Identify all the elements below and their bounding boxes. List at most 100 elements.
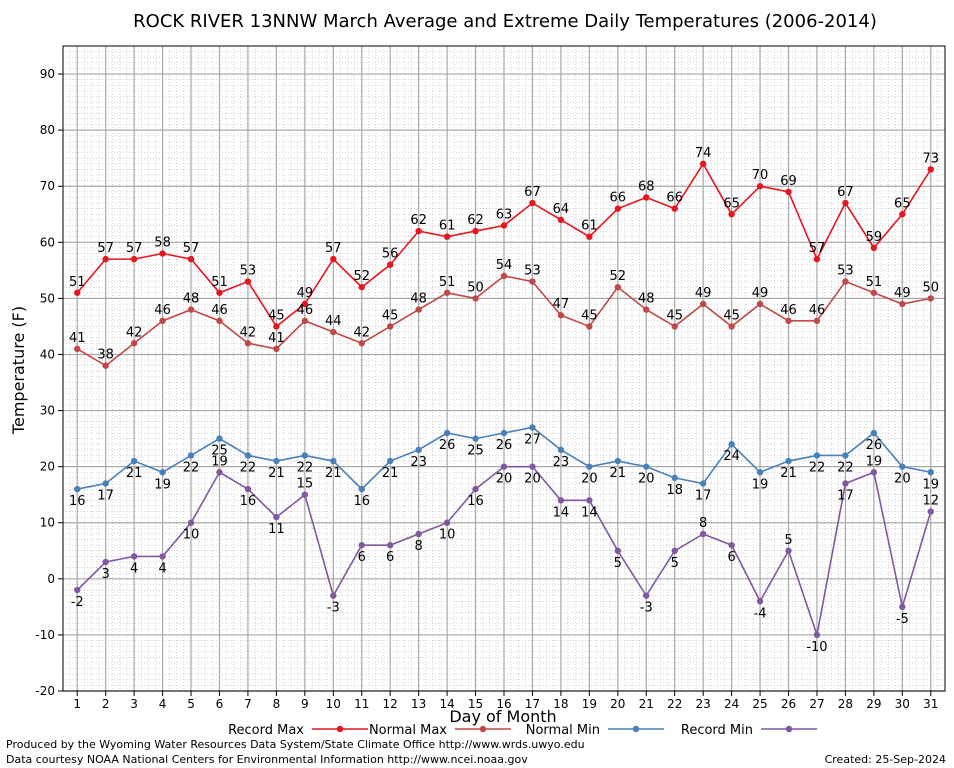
record-max-point bbox=[330, 255, 337, 263]
normal-max-data-label: 45 bbox=[723, 308, 740, 323]
record-min-point bbox=[301, 491, 309, 498]
record-max-data-label: 61 bbox=[581, 219, 598, 234]
record-max-point bbox=[870, 244, 878, 252]
record-min-point bbox=[927, 508, 934, 515]
record-max-data-label: 57 bbox=[809, 241, 826, 256]
legend-marker bbox=[479, 725, 487, 733]
normal-max-point bbox=[358, 340, 365, 347]
record-min-data-label: 17 bbox=[837, 488, 854, 503]
normal-min-data-label: 23 bbox=[553, 455, 570, 470]
normal-max-point bbox=[842, 278, 849, 285]
legend-label: Record Max bbox=[228, 723, 304, 738]
record-max-point bbox=[415, 227, 422, 235]
record-max-data-label: 51 bbox=[211, 275, 228, 290]
normal-max-point bbox=[643, 306, 650, 313]
record-min-point bbox=[244, 485, 252, 493]
normal-max-data-label: 42 bbox=[240, 325, 257, 340]
x-tick-label: 13 bbox=[411, 697, 426, 711]
x-tick-label: 17 bbox=[525, 697, 540, 711]
normal-max-data-label: 50 bbox=[923, 280, 940, 295]
normal-min-point bbox=[586, 463, 593, 470]
record-max-data-label: 70 bbox=[752, 168, 769, 183]
record-min-data-label: 16 bbox=[240, 494, 257, 509]
normal-max-data-label: 46 bbox=[809, 303, 826, 318]
record-max-data-label: 56 bbox=[382, 247, 399, 262]
normal-max-point bbox=[102, 362, 109, 369]
normal-max-data-label: 42 bbox=[126, 325, 143, 340]
legend-item-normal-max: Normal Max bbox=[369, 723, 511, 738]
normal-max-point bbox=[500, 272, 508, 280]
normal-min-data-label: 21 bbox=[780, 466, 797, 481]
normal-max-point bbox=[699, 300, 707, 308]
record-min-point bbox=[586, 497, 593, 504]
record-min-point bbox=[216, 469, 223, 476]
record-max-data-label: 66 bbox=[610, 191, 627, 206]
plot-area bbox=[62, 45, 946, 692]
record-max-point bbox=[785, 188, 792, 196]
legend-marker bbox=[632, 725, 640, 733]
normal-min-point bbox=[130, 457, 138, 465]
record-max-series: 51 57 57 58 57 51 53 45 49 57 52 56 62 61 62 63 67 64 61 66… bbox=[69, 146, 939, 330]
record-min-point bbox=[756, 598, 764, 605]
record-min-point bbox=[386, 541, 394, 549]
record-max-point bbox=[301, 300, 309, 308]
legend-marker bbox=[336, 725, 344, 733]
record-max-point bbox=[130, 255, 138, 263]
legend-label: Normal Min bbox=[526, 723, 600, 738]
record-min-data-label: -10 bbox=[806, 640, 827, 655]
normal-min-point bbox=[187, 452, 195, 459]
legend-item-normal-min: Normal Min bbox=[526, 723, 664, 738]
normal-max-point bbox=[785, 317, 792, 325]
record-max-point bbox=[529, 199, 536, 207]
record-min-data-label: 20 bbox=[496, 472, 513, 487]
normal-max-point bbox=[728, 323, 735, 330]
record-max-point bbox=[643, 194, 650, 201]
x-tick-label: 30 bbox=[895, 697, 910, 711]
normal-min-point bbox=[273, 457, 280, 465]
record-min-data-label: 12 bbox=[923, 494, 940, 509]
record-min-point bbox=[728, 541, 735, 549]
record-max-point bbox=[671, 205, 678, 212]
normal-min-point bbox=[244, 452, 252, 459]
record-min-point bbox=[870, 469, 878, 476]
record-max-point bbox=[472, 227, 479, 235]
x-tick-label: 28 bbox=[838, 697, 853, 711]
normal-max-data-label: 48 bbox=[638, 292, 655, 307]
record-min-point bbox=[842, 480, 849, 487]
record-min-data-label: 4 bbox=[130, 561, 138, 576]
normal-min-point bbox=[415, 446, 422, 454]
normal-max-point bbox=[614, 283, 622, 291]
record-min-point bbox=[443, 519, 451, 526]
normal-max-data-label: 48 bbox=[410, 292, 427, 307]
normal-min-data-label: 25 bbox=[467, 444, 484, 459]
record-max-point bbox=[443, 233, 451, 240]
normal-min-series: 16 17 21 19 22 25 22 21 22 21 16 21 23 26 25 26 27 23 20 21… bbox=[69, 424, 939, 509]
record-max-point bbox=[358, 283, 365, 291]
normal-min-data-label: 16 bbox=[69, 494, 86, 509]
footer-produced-by: Produced by the Wyoming Water Resources … bbox=[6, 738, 585, 751]
record-max-data-label: 49 bbox=[297, 286, 314, 301]
normal-max-data-label: 49 bbox=[752, 286, 769, 301]
normal-max-point bbox=[244, 340, 252, 347]
normal-min-data-label: 19 bbox=[923, 477, 940, 492]
x-tick-label: 31 bbox=[923, 697, 938, 711]
normal-min-point bbox=[785, 457, 792, 465]
record-min-point bbox=[699, 530, 707, 538]
record-min-point bbox=[785, 547, 792, 554]
legend-item-record-min: Record Min bbox=[681, 723, 817, 738]
normal-max-point bbox=[386, 323, 394, 330]
normal-max-data-label: 45 bbox=[382, 308, 399, 323]
y-tick-label: 10 bbox=[40, 516, 55, 530]
normal-min-point bbox=[557, 446, 565, 454]
x-tick-label: 25 bbox=[752, 697, 767, 711]
record-max-point bbox=[756, 183, 764, 190]
record-min-data-label: 16 bbox=[467, 494, 484, 509]
normal-max-point bbox=[159, 317, 166, 325]
record-max-data-label: 57 bbox=[126, 241, 143, 256]
record-max-data-label: 57 bbox=[325, 241, 342, 256]
normal-max-data-label: 45 bbox=[581, 308, 598, 323]
record-max-data-label: 67 bbox=[524, 185, 541, 200]
normal-max-point bbox=[74, 345, 81, 353]
x-tick-label: 21 bbox=[639, 697, 654, 711]
x-tick-label: 20 bbox=[610, 697, 625, 711]
